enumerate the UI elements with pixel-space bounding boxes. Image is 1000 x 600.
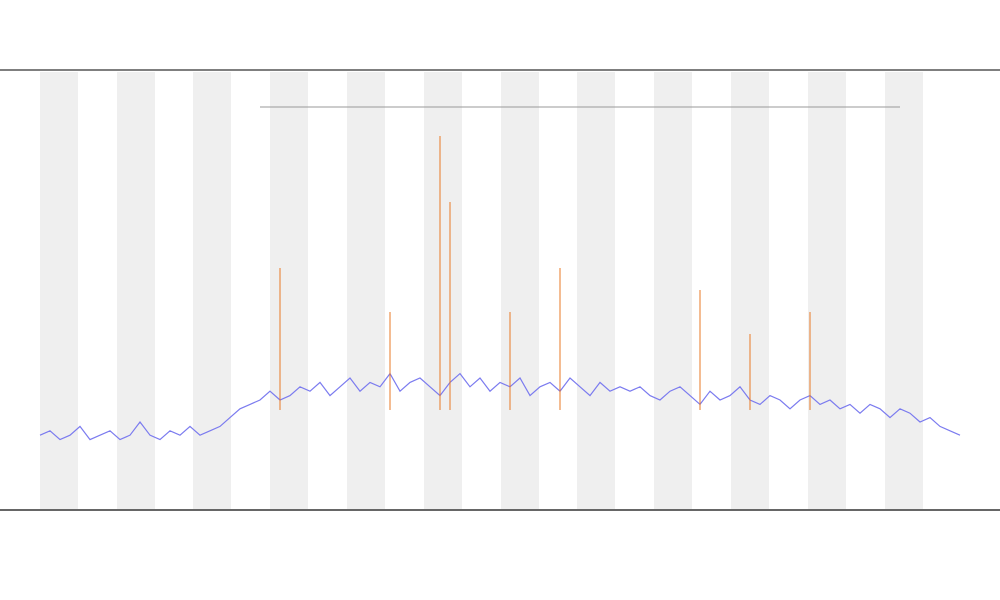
- band: [347, 72, 385, 509]
- band: [424, 72, 462, 509]
- series-line: [39, 372, 961, 441]
- band: [270, 72, 308, 509]
- band: [40, 72, 78, 509]
- band: [117, 72, 155, 509]
- band: [577, 72, 615, 509]
- band: [654, 72, 692, 509]
- band: [501, 72, 539, 509]
- band: [808, 72, 846, 509]
- bands: [40, 72, 923, 509]
- band: [885, 72, 923, 509]
- band: [193, 72, 231, 509]
- band: [731, 72, 769, 509]
